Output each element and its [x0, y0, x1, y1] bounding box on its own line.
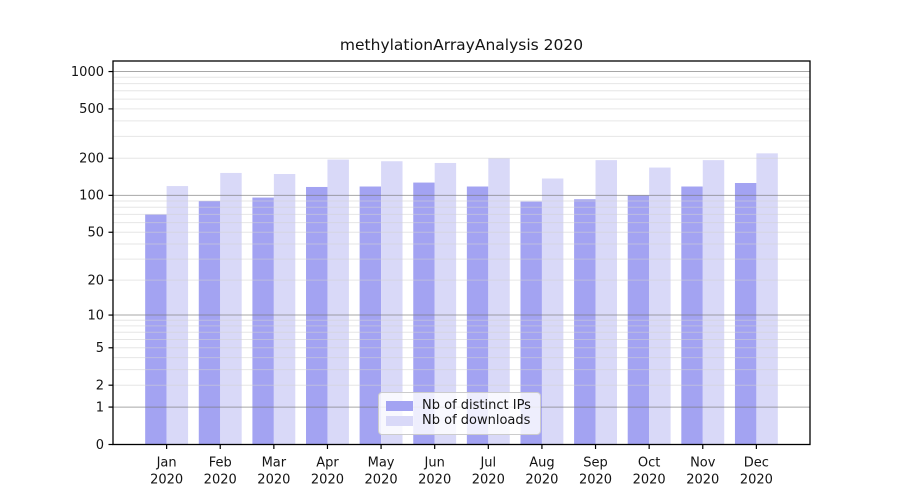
bar-distinct-ips-jan	[145, 214, 167, 445]
y-tick-label-20: 20	[87, 273, 104, 288]
legend-item-downloads: Nb of downloads	[386, 414, 532, 428]
legend-swatch-downloads	[386, 416, 413, 426]
x-tick-label-month-nov: Nov	[690, 456, 716, 471]
x-tick-label-year-nov: 2020	[686, 473, 719, 488]
x-tick-label-year-dec: 2020	[740, 473, 773, 488]
legend: Nb of distinct IPs Nb of downloads	[378, 392, 541, 435]
x-tick-label-year-feb: 2020	[204, 473, 237, 488]
legend-item-distinct-ips: Nb of distinct IPs	[386, 399, 532, 413]
x-tick-label-year-aug: 2020	[525, 473, 558, 488]
x-tick-label-year-oct: 2020	[633, 473, 666, 488]
x-tick-label-month-dec: Dec	[744, 456, 769, 471]
x-tick-label-year-jul: 2020	[472, 473, 505, 488]
y-tick-label-200: 200	[79, 152, 104, 167]
chart-title: methylationArrayAnalysis 2020	[339, 36, 584, 54]
bar-distinct-ips-sep	[574, 199, 596, 445]
y-tick-label-1000: 1000	[71, 65, 104, 80]
x-tick-label-year-jun: 2020	[418, 473, 451, 488]
bar-downloads-sep	[595, 160, 617, 445]
y-tick-label-1: 1	[96, 400, 104, 415]
bar-distinct-ips-aug	[520, 201, 542, 445]
x-tick-label-year-may: 2020	[365, 473, 398, 488]
y-tick-label-500: 500	[79, 102, 104, 117]
y-tick-label-2: 2	[96, 378, 104, 393]
bar-downloads-jun	[434, 162, 457, 445]
x-tick-label-month-jul: Jul	[479, 456, 496, 471]
bar-distinct-ips-feb	[198, 200, 221, 445]
bar-downloads-nov	[702, 160, 725, 445]
y-tick-label-0: 0	[96, 438, 104, 453]
bar-downloads-aug	[541, 178, 564, 445]
x-tick-label-month-jun: Jun	[424, 456, 445, 471]
bar-downloads-oct	[649, 167, 671, 445]
x-tick-label-year-sep: 2020	[579, 473, 612, 488]
x-tick-label-month-mar: Mar	[262, 456, 287, 471]
x-tick-label-month-may: May	[368, 456, 395, 471]
bar-distinct-ips-dec	[734, 183, 757, 445]
legend-swatch-distinct-ips	[386, 401, 413, 411]
y-tick-label-50: 50	[87, 226, 104, 241]
y-tick-label-100: 100	[79, 189, 104, 204]
bar-distinct-ips-apr	[306, 186, 328, 445]
bar-downloads-apr	[327, 159, 349, 445]
y-tick-label-5: 5	[96, 341, 104, 356]
bar-distinct-ips-jun	[413, 182, 435, 445]
x-tick-label-month-oct: Oct	[638, 456, 660, 471]
plot-border	[112, 60, 811, 446]
bar-downloads-dec	[756, 153, 778, 445]
x-tick-label-month-sep: Sep	[583, 456, 608, 471]
x-tick-label-month-aug: Aug	[529, 456, 554, 471]
x-tick-label-month-jan: Jan	[156, 456, 177, 471]
legend-label-downloads: Nb of downloads	[422, 413, 531, 428]
y-tick-label-10: 10	[87, 308, 104, 323]
bar-downloads-feb	[220, 172, 242, 445]
bar-downloads-mar	[273, 174, 296, 445]
x-tick-label-year-jan: 2020	[150, 473, 183, 488]
bar-downloads-jul	[488, 158, 510, 445]
legend-label-distinct-ips: Nb of distinct IPs	[422, 398, 531, 413]
x-tick-label-month-apr: Apr	[316, 456, 339, 471]
x-tick-label-month-feb: Feb	[209, 456, 232, 471]
x-tick-label-year-apr: 2020	[311, 473, 344, 488]
x-tick-label-year-mar: 2020	[257, 473, 290, 488]
